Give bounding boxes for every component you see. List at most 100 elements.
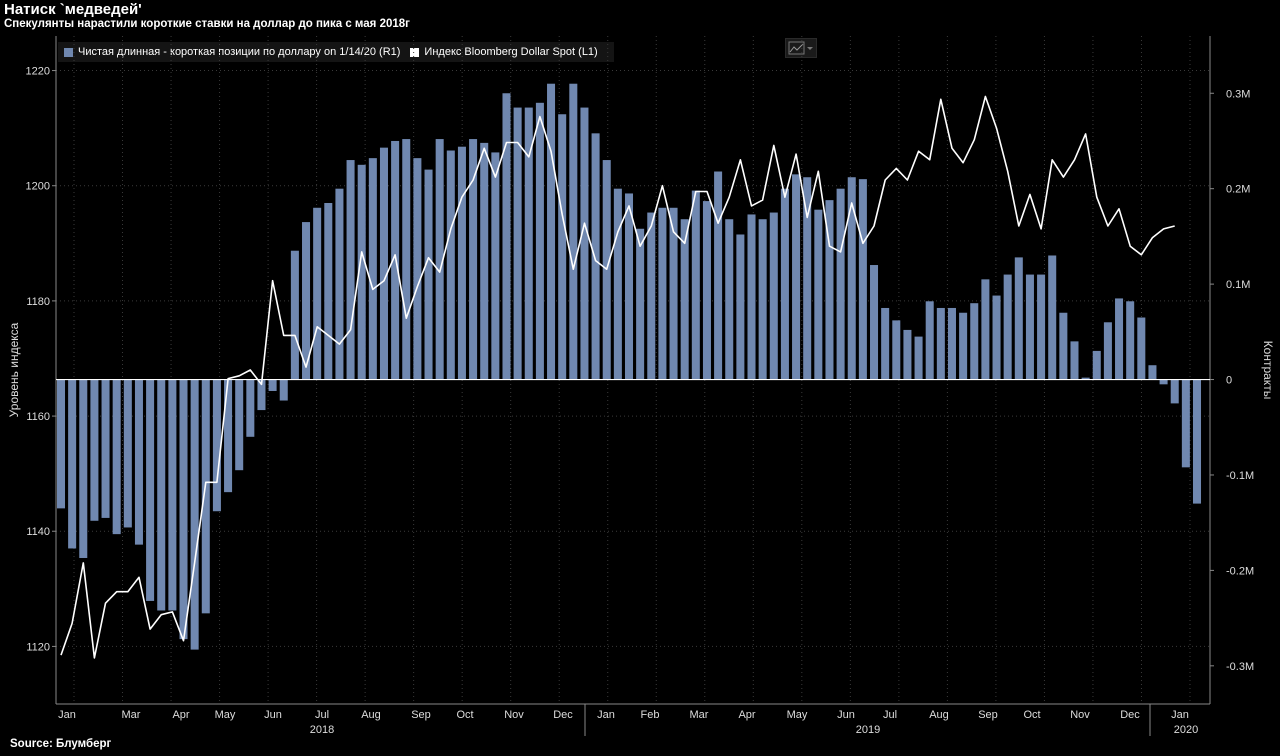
bar bbox=[480, 142, 489, 380]
bar bbox=[224, 379, 233, 493]
bar bbox=[725, 219, 734, 380]
chart-type-button[interactable] bbox=[785, 38, 817, 58]
bar bbox=[825, 200, 834, 380]
bar bbox=[1092, 350, 1101, 380]
bar bbox=[803, 177, 812, 380]
year-tick-label: 2018 bbox=[310, 724, 334, 736]
bar bbox=[959, 312, 968, 380]
bar bbox=[346, 160, 355, 380]
bar bbox=[357, 164, 366, 380]
bar bbox=[379, 147, 388, 380]
bar bbox=[914, 336, 923, 380]
bar bbox=[580, 107, 589, 380]
bar bbox=[702, 201, 711, 380]
bar bbox=[90, 379, 99, 521]
bar bbox=[870, 265, 879, 380]
bar bbox=[1148, 365, 1157, 380]
year-tick-label: 2020 bbox=[1174, 724, 1198, 736]
bar bbox=[780, 188, 789, 380]
bar bbox=[402, 139, 411, 380]
bar bbox=[469, 139, 478, 380]
legend-label-net-position: Чистая длинная - короткая позиции по дол… bbox=[78, 46, 401, 58]
month-tick-label: May bbox=[215, 709, 236, 721]
bar bbox=[758, 219, 767, 380]
bar bbox=[947, 307, 956, 380]
left-tick-label: 1160 bbox=[26, 411, 50, 423]
month-tick-label: Jan bbox=[1171, 709, 1189, 721]
right-tick-label: -0.2M bbox=[1226, 565, 1254, 577]
bar bbox=[714, 171, 723, 380]
month-tick-label: Aug bbox=[361, 709, 381, 721]
bar bbox=[569, 83, 578, 380]
bar bbox=[558, 114, 567, 380]
bar bbox=[970, 303, 979, 380]
bar bbox=[1181, 379, 1190, 468]
legend-swatch-line bbox=[410, 47, 420, 57]
bar bbox=[535, 102, 544, 380]
bar bbox=[892, 320, 901, 380]
bar bbox=[1048, 255, 1057, 380]
bar bbox=[235, 379, 244, 471]
bar bbox=[391, 140, 400, 380]
month-tick-label: Apr bbox=[738, 709, 755, 721]
bar bbox=[1070, 341, 1079, 380]
dollar-index-line bbox=[60, 95, 1175, 659]
bar bbox=[769, 212, 778, 380]
bar bbox=[1081, 377, 1090, 380]
left-tick-label: 1220 bbox=[26, 66, 50, 78]
bar bbox=[457, 146, 466, 380]
month-tick-label: May bbox=[787, 709, 808, 721]
right-tick-label: 0 bbox=[1226, 375, 1232, 387]
bar bbox=[624, 193, 634, 380]
bar bbox=[1159, 379, 1168, 385]
legend-swatch-bar bbox=[64, 47, 73, 57]
bar bbox=[925, 301, 934, 380]
bar bbox=[792, 174, 801, 380]
chart-title: Натиск `медведей' bbox=[4, 1, 142, 18]
legend-item-net-position: Чистая длинная - короткая позиции по дол… bbox=[64, 46, 400, 58]
bar bbox=[1137, 317, 1146, 380]
source-note: Source: Блумберг bbox=[10, 738, 112, 750]
year-tick-label: 2019 bbox=[856, 724, 880, 736]
month-tick-label: Sep bbox=[978, 709, 998, 721]
month-tick-label: Feb bbox=[641, 709, 660, 721]
bar bbox=[513, 107, 522, 380]
bar bbox=[1037, 274, 1046, 380]
bar bbox=[290, 250, 299, 380]
bar bbox=[368, 158, 377, 380]
bar bbox=[257, 379, 266, 411]
bar bbox=[1126, 301, 1135, 380]
bar bbox=[112, 379, 121, 535]
month-tick-label: Oct bbox=[1023, 709, 1040, 721]
bar bbox=[324, 203, 333, 380]
bar bbox=[881, 307, 890, 380]
month-tick-label: Jun bbox=[264, 709, 282, 721]
bar bbox=[636, 228, 645, 380]
right-tick-label: 0.1M bbox=[1226, 279, 1250, 291]
bar bbox=[680, 219, 689, 380]
month-tick-label: Jan bbox=[58, 709, 76, 721]
bar bbox=[1014, 257, 1023, 380]
bar bbox=[836, 188, 845, 380]
month-tick-label: Oct bbox=[456, 709, 473, 721]
month-tick-label: Jan bbox=[597, 709, 615, 721]
bar bbox=[435, 139, 444, 380]
bar bbox=[56, 379, 66, 509]
bar bbox=[268, 379, 277, 391]
month-tick-label: Aug bbox=[929, 709, 949, 721]
bar bbox=[1003, 274, 1012, 380]
bar bbox=[79, 379, 88, 558]
bar bbox=[1192, 379, 1202, 504]
bar bbox=[413, 158, 422, 380]
right-axis-title: Контракты bbox=[1261, 341, 1275, 400]
month-tick-label: Jun bbox=[837, 709, 855, 721]
bar bbox=[134, 379, 143, 545]
month-tick-label: Jul bbox=[315, 709, 329, 721]
bar bbox=[1103, 322, 1112, 380]
left-tick-label: 1200 bbox=[26, 181, 50, 193]
bar bbox=[313, 207, 322, 380]
bar bbox=[691, 190, 700, 380]
line-chart-icon bbox=[788, 41, 813, 55]
left-tick-label: 1120 bbox=[26, 641, 50, 653]
bar bbox=[1025, 274, 1034, 380]
